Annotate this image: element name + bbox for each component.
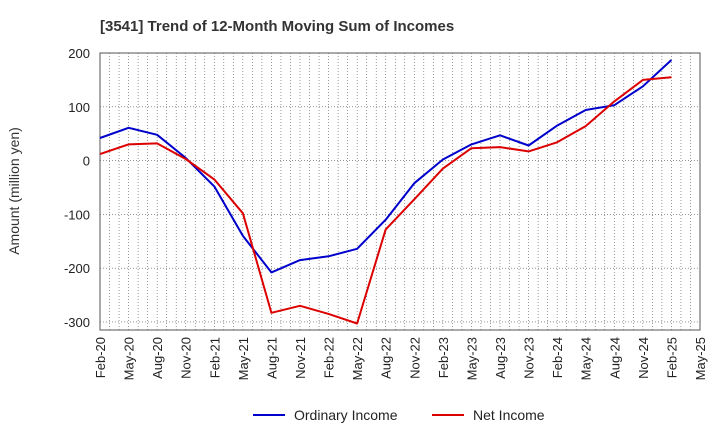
x-tick-label: Nov-20 bbox=[179, 337, 194, 379]
y-tick-label: -300 bbox=[64, 315, 90, 330]
x-tick-label: Feb-25 bbox=[664, 337, 679, 378]
x-tick-label: May-24 bbox=[579, 337, 594, 380]
y-axis-label: Amount (million yen) bbox=[6, 127, 22, 255]
x-tick-label: Aug-20 bbox=[150, 337, 165, 379]
chart-title: [3541] Trend of 12-Month Moving Sum of I… bbox=[100, 18, 454, 35]
x-tick-label: Nov-24 bbox=[636, 337, 651, 379]
y-tick-label: 100 bbox=[68, 100, 90, 115]
x-tick-label: May-23 bbox=[464, 337, 479, 380]
x-tick-label: May-25 bbox=[693, 337, 708, 380]
y-tick-label: -200 bbox=[64, 261, 90, 276]
x-tick-label: Nov-22 bbox=[407, 337, 422, 379]
x-tick-label: Nov-23 bbox=[522, 337, 537, 379]
x-tick-label: May-20 bbox=[122, 337, 137, 380]
x-tick-label: Aug-21 bbox=[264, 337, 279, 379]
plot-frame bbox=[99, 52, 701, 331]
x-tick-label: Nov-21 bbox=[293, 337, 308, 379]
x-tick-label: Feb-20 bbox=[93, 337, 108, 378]
x-tick-label: May-22 bbox=[350, 337, 365, 380]
series-lines bbox=[99, 59, 673, 325]
y-tick-label: -100 bbox=[64, 207, 90, 222]
series-line-ordinary-income bbox=[99, 59, 673, 274]
y-axis-ticks: 200 100 0 -100 -200 -300 bbox=[64, 46, 90, 330]
y-tick-label: 200 bbox=[68, 46, 90, 61]
x-tick-label: Aug-24 bbox=[607, 337, 622, 379]
legend-label: Ordinary Income bbox=[294, 407, 398, 423]
grid bbox=[100, 52, 700, 330]
x-axis-ticks: Feb-20 May-20 Aug-20 Nov-20 Feb-21 May-21 Aug-… bbox=[93, 337, 708, 380]
x-tick-label: Aug-22 bbox=[379, 337, 394, 379]
x-tick-label: May-21 bbox=[236, 337, 251, 380]
x-tick-label: Feb-23 bbox=[436, 337, 451, 378]
x-tick-label: Feb-21 bbox=[207, 337, 222, 378]
x-tick-label: Aug-23 bbox=[493, 337, 508, 379]
x-tick-label: Feb-22 bbox=[322, 337, 337, 378]
legend: Ordinary Income Net Income bbox=[253, 407, 545, 423]
y-tick-label: 0 bbox=[83, 154, 90, 169]
series-line-net-income bbox=[99, 76, 672, 325]
legend-label: Net Income bbox=[473, 407, 545, 423]
x-tick-label: Feb-24 bbox=[550, 337, 565, 378]
